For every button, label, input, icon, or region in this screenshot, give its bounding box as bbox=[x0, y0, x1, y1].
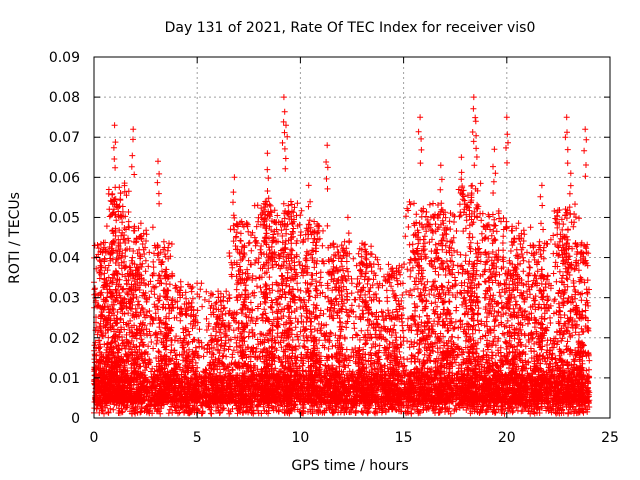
data-point bbox=[172, 407, 179, 414]
data-point bbox=[272, 403, 279, 410]
data-point bbox=[107, 405, 114, 412]
data-point bbox=[216, 410, 223, 417]
data-point bbox=[110, 406, 117, 413]
data-point bbox=[527, 365, 534, 372]
scatter-markers bbox=[91, 94, 593, 417]
data-point bbox=[436, 405, 443, 412]
